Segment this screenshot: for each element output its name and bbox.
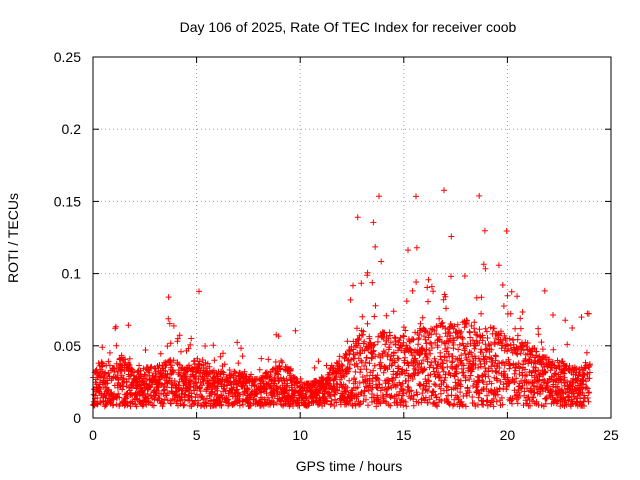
y-tick-label: 0	[73, 410, 81, 426]
chart-title: Day 106 of 2025, Rate Of TEC Index for r…	[180, 19, 517, 35]
x-tick-label: 25	[603, 427, 619, 443]
y-tick-label: 0.2	[62, 121, 82, 137]
x-tick-label: 5	[193, 427, 201, 443]
axis-ticks	[92, 56, 612, 419]
grid-lines	[93, 57, 611, 418]
y-tick-labels: 0 0.05 0.1 0.15 0.2 0.25	[54, 49, 81, 426]
x-tick-labels: 0 5 10 15 20 25	[89, 427, 619, 443]
y-tick-label: 0.05	[54, 338, 81, 354]
plot-frame	[92, 56, 612, 419]
x-tick-label: 15	[396, 427, 412, 443]
roti-point-markers	[90, 187, 593, 410]
x-tick-label: 10	[292, 427, 308, 443]
x-axis-label: GPS time / hours	[296, 458, 403, 474]
y-tick-label: 0.1	[62, 266, 82, 282]
x-tick-label: 0	[89, 427, 97, 443]
y-tick-label: 0.15	[54, 193, 81, 209]
x-tick-label: 20	[500, 427, 516, 443]
y-tick-label: 0.25	[54, 49, 81, 65]
data-points	[90, 187, 593, 410]
y-axis-label: ROTI / TECUs	[5, 193, 21, 283]
